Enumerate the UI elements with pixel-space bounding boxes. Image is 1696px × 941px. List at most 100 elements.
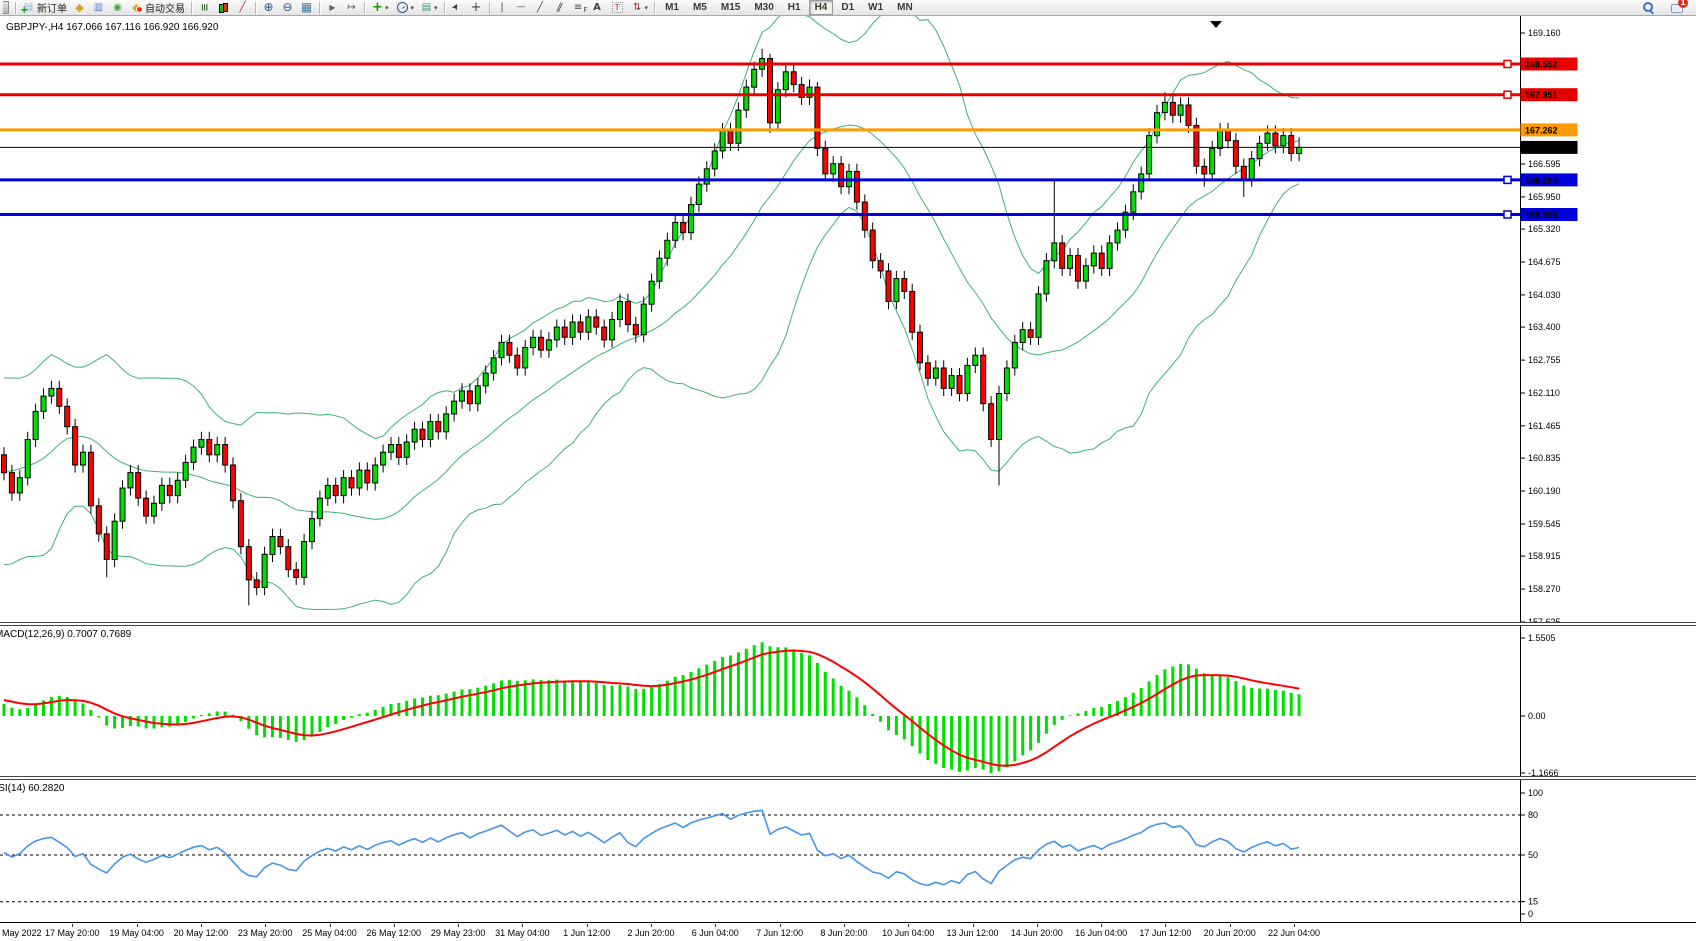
bars-chart-button[interactable]	[196, 1, 213, 15]
clipped-button[interactable]	[1, 1, 11, 15]
hline-price-label: 167.951	[1525, 90, 1558, 100]
candle	[624, 301, 631, 326]
market-watch-icon	[73, 1, 86, 14]
zoom-in-button[interactable]	[260, 1, 277, 15]
candle	[1201, 165, 1208, 175]
candle	[64, 405, 71, 428]
toolbar-separator	[488, 1, 490, 14]
tab-timeframe-H1[interactable]: H1	[787, 2, 801, 13]
time-axis-label: 20 Jun 20:00	[1203, 928, 1256, 938]
toolbar-separator	[15, 1, 16, 14]
candle	[190, 446, 197, 463]
rsi-panel-canvas[interactable]: 100 80 50 15 0	[0, 780, 1696, 923]
hline-price-label: 165.606	[1525, 210, 1558, 220]
label-button[interactable]	[608, 1, 627, 15]
chat-icon: 1	[1671, 0, 1688, 14]
candle	[1288, 135, 1295, 154]
macd-label: MACD(12,26,9) 0.7007 0.7689	[0, 629, 132, 640]
main-chart-canvas[interactable]: 169.160 166.595 165.950 165.320 164.675 164.0…	[0, 16, 1696, 622]
candle-chart-button[interactable]	[215, 1, 232, 15]
trendline-button[interactable]	[532, 1, 549, 15]
panel-divider-rsi[interactable]	[0, 776, 1696, 780]
candle	[506, 341, 513, 356]
time-axis-label: 8 Jun 20:00	[820, 928, 868, 938]
new-order-button[interactable]: 新订单	[20, 1, 69, 17]
candle	[411, 428, 418, 443]
tab-timeframe-D1[interactable]: D1	[841, 2, 855, 13]
new-order-button-label: 新订单	[37, 4, 67, 15]
candle	[324, 484, 331, 499]
candle	[1011, 341, 1018, 369]
candle	[569, 321, 576, 338]
vertical-line-button[interactable]	[494, 1, 511, 15]
time-axis-label: 13 Jun 12:00	[946, 928, 999, 938]
candle	[403, 441, 410, 458]
candle	[348, 477, 355, 489]
tab-timeframe-H4[interactable]: H4	[808, 0, 834, 15]
candle	[861, 201, 868, 231]
text-button[interactable]	[589, 1, 606, 15]
candle	[87, 451, 94, 507]
tab-timeframe-M30[interactable]: M30	[754, 2, 774, 13]
candle	[119, 487, 126, 522]
tab-timeframe-W1[interactable]: W1	[868, 2, 884, 13]
macd-panel-canvas[interactable]: 1.5505 0.00 -1.1666	[0, 626, 1696, 776]
tab-timeframe-M5[interactable]: M5	[692, 2, 707, 13]
notification-badge: 1	[1678, 0, 1688, 8]
candle	[909, 290, 916, 333]
market-watch-button[interactable]	[71, 1, 88, 15]
candle	[1146, 135, 1153, 175]
candle	[103, 533, 110, 560]
tab-timeframe-M1[interactable]: M1	[665, 2, 679, 13]
price-tick: 166.595	[1528, 159, 1561, 169]
zoom-out-button[interactable]	[279, 1, 296, 15]
panel-divider-macd[interactable]	[0, 622, 1696, 626]
candle	[1161, 101, 1168, 114]
tile-windows-button[interactable]	[298, 1, 315, 15]
crosshair-button[interactable]	[468, 1, 485, 15]
chart-shift-marker[interactable]	[1210, 21, 1222, 28]
candle	[427, 421, 434, 441]
arrows-button[interactable]: ▾	[629, 1, 651, 15]
notifications-button[interactable]: 1	[1669, 0, 1688, 15]
candle	[1232, 140, 1239, 167]
candle	[1296, 146, 1303, 154]
candle	[672, 221, 679, 241]
candle	[940, 367, 947, 389]
candle	[174, 479, 181, 497]
candle	[988, 403, 995, 440]
auto-scroll-button[interactable]	[324, 1, 341, 15]
current-price-label: 166.920	[1525, 143, 1558, 153]
tile-windows-icon	[300, 1, 313, 14]
chart-shift-button[interactable]	[343, 1, 360, 15]
arrows-icon	[631, 1, 644, 14]
search-button[interactable]	[1640, 1, 1657, 15]
tab-timeframe-MN[interactable]: MN	[897, 2, 913, 13]
fibonacci-button[interactable]	[570, 1, 588, 17]
data-window-button[interactable]	[90, 1, 107, 15]
horizontal-line-button[interactable]	[513, 1, 530, 15]
candle	[301, 541, 308, 578]
candle	[32, 410, 39, 440]
candle	[182, 461, 189, 481]
rsi-scale-tick: 100	[1528, 788, 1543, 798]
line-chart-button[interactable]	[234, 1, 251, 15]
candle	[530, 336, 537, 348]
navigator-button[interactable]	[109, 1, 126, 15]
chart-title: GBPJPY-,H4 167.066 167.116 166.920 166.9…	[6, 22, 219, 33]
zoom-out-icon	[281, 1, 294, 14]
price-tick: 160.190	[1528, 486, 1561, 496]
templates-button[interactable]: ▾	[418, 1, 440, 15]
candle	[435, 421, 442, 433]
time-axis[interactable]: May 2022 17 May 20:00 19 May 04:00 20 May 1…	[0, 924, 1696, 941]
channel-button[interactable]	[551, 1, 568, 15]
candle	[253, 579, 260, 589]
indicators-button[interactable]: ▾	[369, 1, 391, 15]
periods-button[interactable]: ▾	[393, 1, 417, 15]
candle	[632, 324, 639, 336]
vertical-line-icon	[496, 1, 509, 14]
rsi-line	[3, 809, 1300, 887]
autotrade-button[interactable]: 自动交易	[128, 1, 187, 15]
cursor-button[interactable]	[449, 1, 466, 15]
tab-timeframe-M15[interactable]: M15	[720, 2, 741, 13]
